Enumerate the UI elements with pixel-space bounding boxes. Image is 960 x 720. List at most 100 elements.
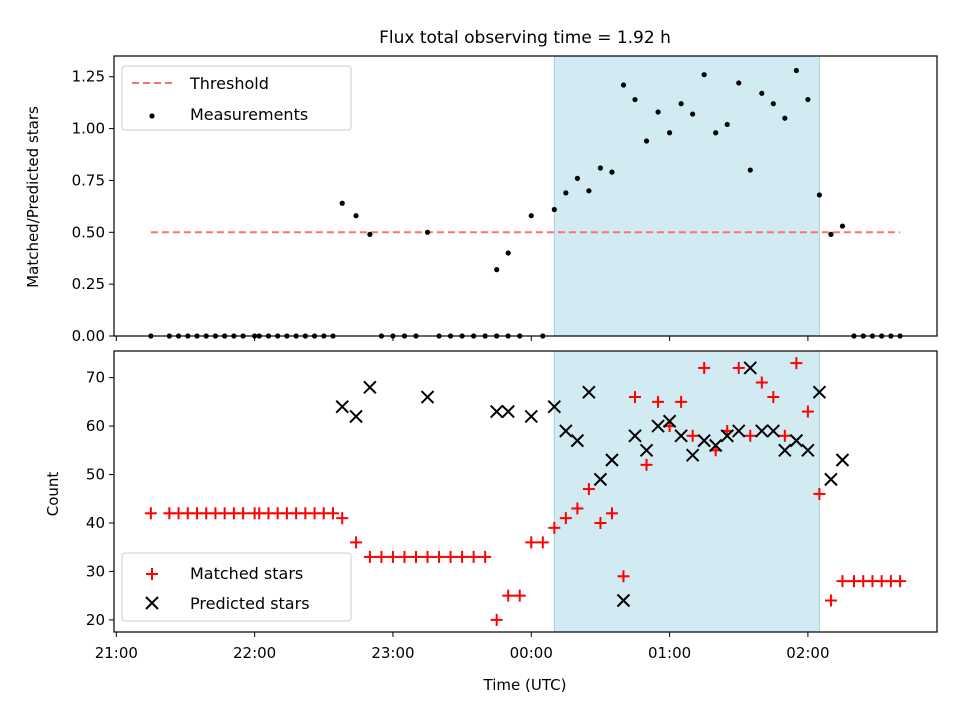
measurement-point bbox=[828, 231, 834, 237]
y-tick-label: 1.25 bbox=[72, 68, 105, 86]
predicted-point bbox=[755, 424, 769, 438]
y-tick-label: 60 bbox=[86, 417, 105, 435]
y-tick-label: 0.50 bbox=[72, 223, 105, 241]
matched-point bbox=[640, 458, 653, 471]
y-tick-label: 70 bbox=[86, 369, 105, 387]
matched-point bbox=[605, 507, 618, 520]
predicted-point bbox=[335, 400, 349, 414]
measurement-point bbox=[759, 90, 765, 96]
x-tick-label: 23:00 bbox=[371, 644, 414, 662]
x-axis-label: Time (UTC) bbox=[483, 676, 567, 694]
matched-point bbox=[571, 502, 584, 515]
measurement-point bbox=[620, 82, 627, 88]
predicted-point bbox=[720, 429, 734, 443]
predicted-point bbox=[651, 419, 665, 433]
matched-point bbox=[398, 550, 411, 563]
y-tick-label: 0.25 bbox=[72, 275, 105, 293]
x-tick-label: 00:00 bbox=[510, 644, 553, 662]
matched-point bbox=[894, 575, 907, 588]
predicted-point bbox=[812, 385, 827, 399]
matched-point bbox=[421, 550, 434, 563]
predicted-point bbox=[349, 409, 363, 424]
measurement-point bbox=[770, 101, 776, 107]
bottom-legend: Matched stars Predicted stars bbox=[121, 552, 352, 622]
y-tick-label: 20 bbox=[86, 611, 105, 629]
measurement-point bbox=[793, 67, 799, 74]
matched-point bbox=[559, 512, 572, 525]
matched-point bbox=[629, 391, 642, 404]
measurement-point bbox=[805, 96, 811, 103]
matched-point bbox=[513, 589, 526, 602]
measurement-point bbox=[353, 213, 359, 219]
x-tick-label: 22:00 bbox=[233, 644, 276, 662]
measurement-point bbox=[724, 121, 730, 128]
matched-point bbox=[617, 570, 630, 583]
top-legend: Threshold Measurements bbox=[121, 65, 352, 131]
matched-point bbox=[686, 429, 699, 442]
measurement-point bbox=[736, 80, 742, 86]
predicted-point bbox=[743, 361, 757, 375]
matched-point bbox=[525, 536, 538, 549]
matched-point bbox=[327, 507, 340, 520]
y-tick-label: 1.00 bbox=[72, 120, 105, 138]
x-tick-label: 01:00 bbox=[648, 644, 691, 662]
legend-threshold-label: Threshold bbox=[189, 74, 269, 93]
matched-point bbox=[536, 536, 549, 549]
matched-point bbox=[732, 361, 745, 374]
x-tick-label: 02:00 bbox=[786, 644, 829, 662]
predicted-point bbox=[547, 400, 562, 414]
measurement-point bbox=[424, 229, 431, 235]
measurement-point bbox=[632, 96, 638, 103]
matched-point bbox=[444, 550, 457, 563]
measurement-point bbox=[782, 115, 788, 121]
measurement-point bbox=[528, 213, 534, 219]
matched-point bbox=[490, 613, 503, 626]
predicted-point bbox=[593, 472, 608, 487]
measurement-point bbox=[367, 231, 373, 237]
y-tick-label: 30 bbox=[86, 562, 105, 580]
measurement-point bbox=[563, 190, 569, 196]
predicted-point bbox=[766, 424, 781, 438]
measurement-point bbox=[643, 138, 650, 144]
predicted-point bbox=[697, 433, 711, 448]
predicted-point bbox=[570, 433, 585, 448]
predicted-point bbox=[824, 472, 838, 487]
measurement-point bbox=[339, 200, 345, 206]
matched-point bbox=[755, 376, 768, 389]
bottom-axis: 20 30 40 50 60 70 21:00 22:00 23:00 00:00 01:00 02:… bbox=[86, 369, 830, 662]
predicted-point bbox=[685, 448, 700, 462]
predicted-point bbox=[501, 404, 515, 419]
observing-span bbox=[553, 55, 820, 337]
measurement-point bbox=[747, 167, 753, 173]
matched-point bbox=[375, 550, 388, 563]
matched-point bbox=[502, 589, 515, 602]
matched-point bbox=[594, 516, 607, 529]
matched-point bbox=[582, 483, 595, 496]
bottom-plot-frame bbox=[113, 350, 938, 633]
top-y-axis-label: Matched/Predicted stars bbox=[24, 106, 42, 288]
matched-point bbox=[652, 395, 665, 408]
top-legend-box bbox=[121, 65, 352, 131]
y-tick-label: 0.00 bbox=[72, 327, 105, 345]
predicted-point bbox=[420, 390, 435, 404]
matched-point bbox=[237, 507, 250, 520]
predicted-point bbox=[582, 385, 596, 399]
predicted-point bbox=[778, 443, 792, 458]
measurement-point bbox=[574, 175, 580, 181]
matched-points bbox=[144, 357, 907, 626]
top-axis: 0.00 0.25 0.50 0.75 1.00 1.25 bbox=[72, 68, 809, 345]
bottom-panel: 20 30 40 50 60 70 21:00 22:00 23:00 00:00 01:00 02:… bbox=[44, 350, 938, 694]
legend-measurement-label: Measurements bbox=[190, 105, 308, 124]
measurement-point bbox=[816, 192, 823, 198]
measurement-point bbox=[494, 267, 500, 273]
matched-point bbox=[813, 487, 826, 500]
measurement-point bbox=[678, 101, 684, 107]
matched-point bbox=[767, 391, 780, 404]
predicted-point bbox=[708, 438, 723, 453]
matched-point bbox=[836, 575, 849, 588]
matched-point bbox=[824, 594, 837, 607]
measurement-point bbox=[701, 72, 707, 78]
matched-point bbox=[336, 512, 349, 525]
matched-point bbox=[144, 507, 157, 520]
